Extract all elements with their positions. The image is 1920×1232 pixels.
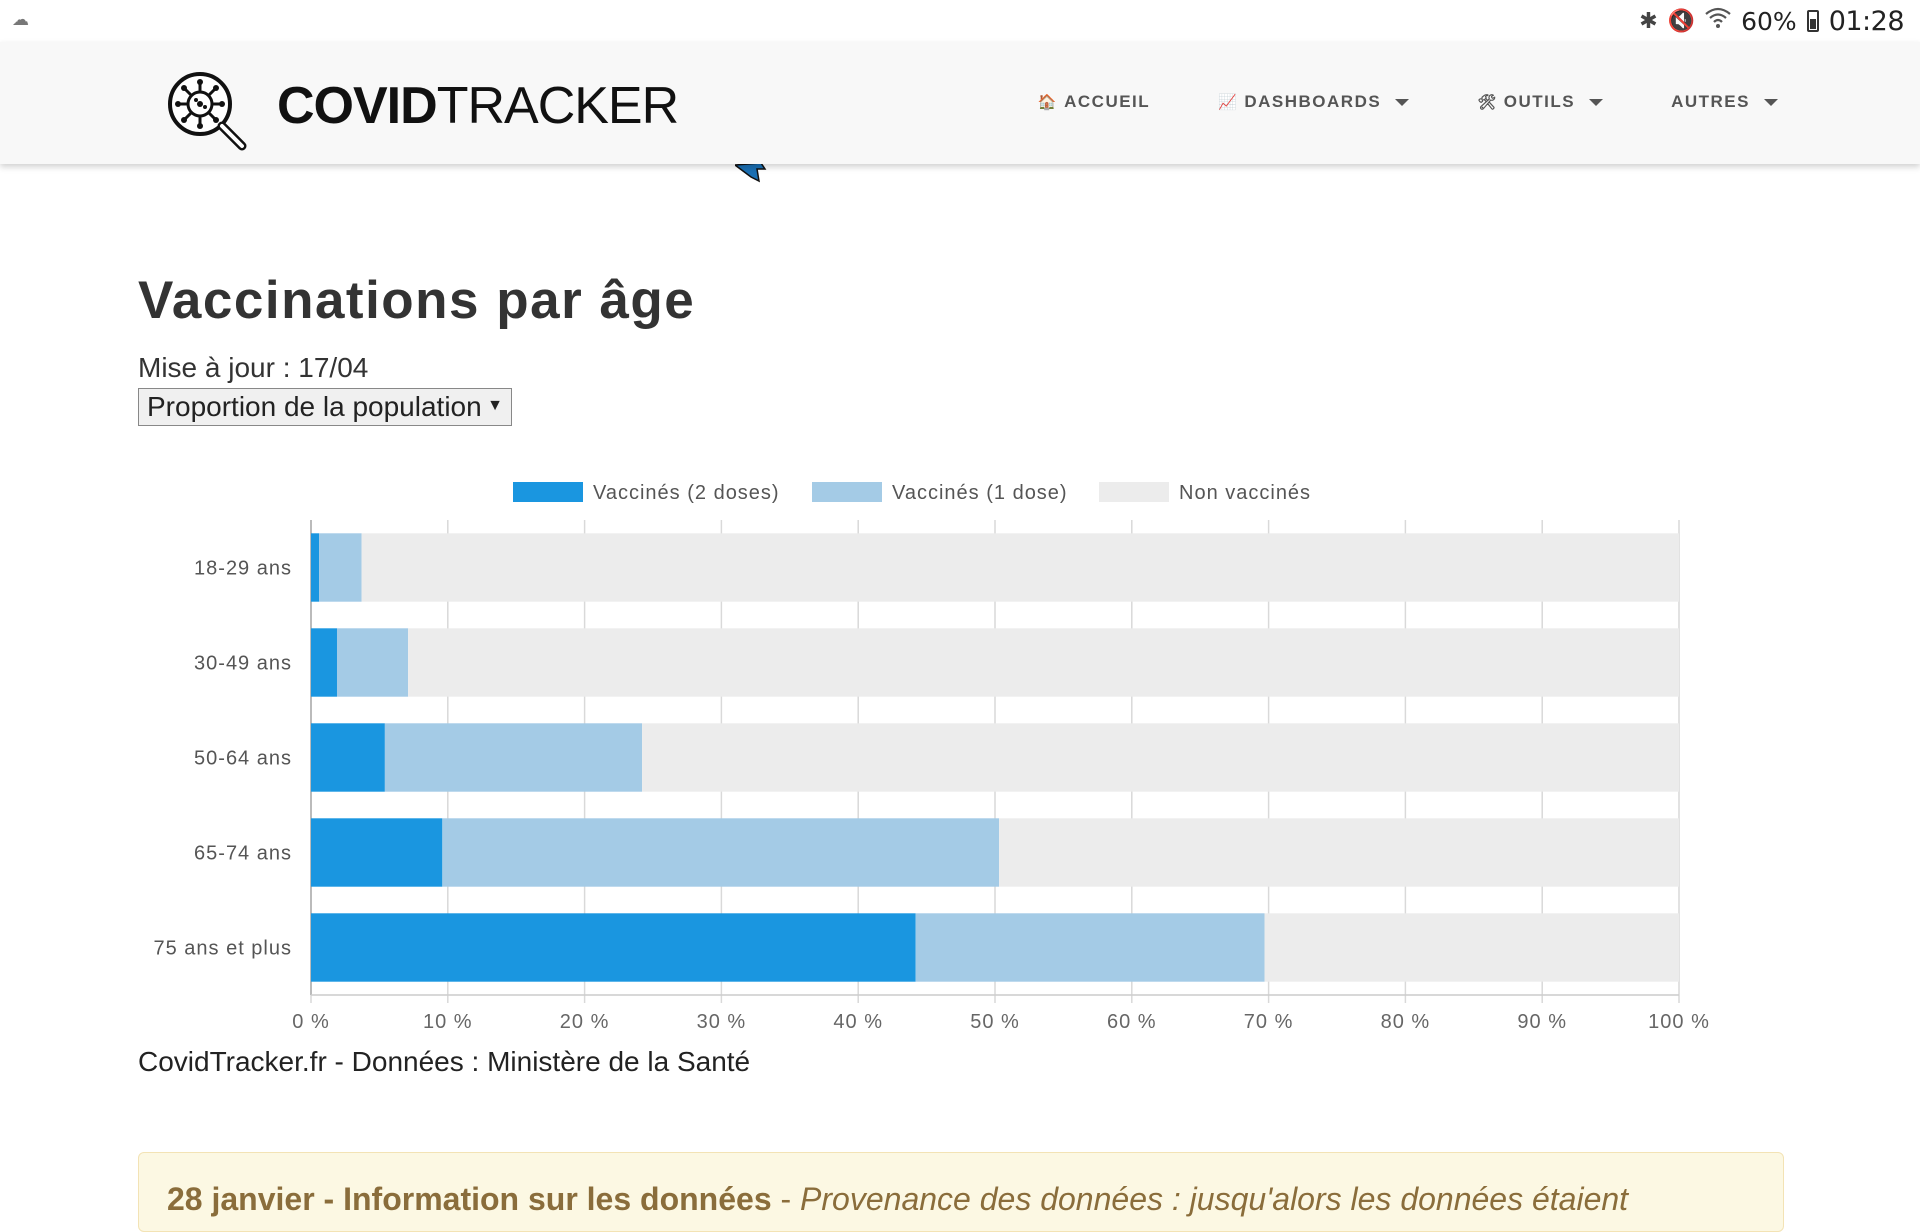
- x-tick-label: 40 %: [833, 1011, 883, 1033]
- x-tick-label: 60 %: [1107, 1011, 1157, 1033]
- nav-item-label: ACCUEIL: [1064, 92, 1151, 111]
- nav-item-label: DASHBOARDS: [1244, 92, 1382, 111]
- y-category-label: 75 ans et plus: [153, 938, 292, 960]
- bar-segment[interactable]: [1264, 913, 1679, 982]
- x-tick-label: 0 %: [292, 1011, 329, 1033]
- nav-item-label: OUTILS: [1503, 92, 1576, 111]
- legend-swatch[interactable]: [1099, 482, 1169, 502]
- battery-percent: 60%: [1741, 6, 1797, 36]
- legend-swatch[interactable]: [513, 482, 583, 502]
- bar-segment[interactable]: [408, 628, 1680, 697]
- x-tick-label: 10 %: [423, 1011, 473, 1033]
- y-category-label: 18-29 ans: [194, 558, 292, 580]
- status-icons: ✱ 🔇 60% 01:28: [1639, 5, 1905, 37]
- legend-label[interactable]: Vaccinés (2 doses): [593, 482, 780, 504]
- x-tick-label: 20 %: [560, 1011, 610, 1033]
- update-date: Mise à jour : 17/04: [138, 352, 369, 383]
- nav-item-accueil[interactable]: 🏠 ACCUEIL: [1004, 86, 1184, 118]
- bar-segment[interactable]: [384, 723, 643, 792]
- legend-label[interactable]: Vaccinés (1 dose): [892, 482, 1068, 504]
- x-tick-label: 70 %: [1244, 1011, 1294, 1033]
- bar-segment[interactable]: [311, 628, 337, 697]
- x-tick-label: 30 %: [697, 1011, 747, 1033]
- bar-segment[interactable]: [361, 533, 1680, 602]
- legend-label[interactable]: Non vaccinés: [1179, 482, 1311, 504]
- wifi-icon: [1705, 7, 1731, 35]
- chevron-down-icon: [1589, 98, 1604, 106]
- virus-magnifier-logo-icon[interactable]: [166, 70, 248, 152]
- page-title: Vaccinations par âge: [138, 271, 696, 330]
- y-category-label: 30-49 ans: [194, 653, 292, 675]
- mute-icon: 🔇: [1667, 8, 1696, 34]
- map-fragment: [732, 162, 769, 183]
- top-navbar: COVIDTRACKER 🏠 ACCUEIL 📈 DASHBOARDS 🛠 OU…: [0, 42, 1920, 164]
- bar-segment[interactable]: [915, 913, 1265, 982]
- select-value: Proportion de la population: [147, 391, 482, 422]
- chevron-down-icon: [1764, 98, 1778, 106]
- notice-date: 28 janvier: [167, 1181, 315, 1217]
- y-category-label: 50-64 ans: [194, 748, 292, 770]
- nav-menu: 🏠 ACCUEIL 📈 DASHBOARDS 🛠 OUTILS AUTRES: [1004, 86, 1812, 118]
- legend-swatch[interactable]: [812, 482, 882, 502]
- vaccination-age-chart: 0 % 10 % 20 % 30 % 40 % 50 % 60 % 70 % 80 % 90 % 1…: [153, 482, 1710, 1033]
- bar-segment[interactable]: [311, 533, 320, 602]
- battery-icon: [1806, 10, 1819, 32]
- nav-item-dashboards[interactable]: 📈 DASHBOARDS: [1184, 86, 1443, 118]
- notice-heading: Information sur les données: [343, 1181, 772, 1217]
- bar-segment[interactable]: [311, 818, 443, 887]
- chevron-down-icon: [1395, 98, 1410, 106]
- bar-segment[interactable]: [999, 818, 1679, 887]
- bar-segment[interactable]: [642, 723, 1679, 792]
- bar-segment[interactable]: [311, 723, 385, 792]
- chart-up-icon: 📈: [1218, 94, 1239, 111]
- bluetooth-icon: ✱: [1639, 8, 1658, 34]
- display-mode-select[interactable]: Proportion de la population ▼: [138, 388, 512, 426]
- brand-light: TRACKER: [436, 77, 679, 135]
- data-info-notice: 28 janvier - Information sur les données…: [138, 1152, 1784, 1232]
- notice-body: Provenance des données : jusqu'alors les…: [800, 1181, 1629, 1217]
- dropdown-arrow-icon: ▼: [487, 397, 503, 414]
- bar-segment[interactable]: [442, 818, 1000, 887]
- brand-name[interactable]: COVIDTRACKER: [277, 76, 679, 136]
- x-tick-label: 50 %: [970, 1011, 1020, 1033]
- sync-cloud-icon: ☁: [12, 10, 29, 30]
- x-tick-label: 100 %: [1648, 1011, 1710, 1033]
- nav-item-outils[interactable]: 🛠 OUTILS: [1443, 86, 1637, 118]
- clock: 01:28: [1828, 5, 1905, 37]
- chart-container: 0 % 10 % 20 % 30 % 40 % 50 % 60 % 70 % 80 % 90 % 1…: [153, 482, 1710, 1033]
- nav-item-autres[interactable]: AUTRES: [1637, 86, 1812, 118]
- nav-item-label: AUTRES: [1671, 92, 1750, 111]
- y-category-label: 65-74 ans: [194, 843, 292, 865]
- x-tick-label: 80 %: [1381, 1011, 1431, 1033]
- bar-segment[interactable]: [336, 628, 409, 697]
- brand-bold: COVID: [277, 77, 438, 135]
- chart-source: CovidTracker.fr - Données : Ministère de…: [138, 1046, 751, 1077]
- tools-icon: 🛠: [1477, 94, 1498, 111]
- x-tick-label: 90 %: [1517, 1011, 1567, 1033]
- home-icon: 🏠: [1037, 94, 1059, 111]
- bar-segment[interactable]: [311, 913, 916, 982]
- bar-segment[interactable]: [319, 533, 362, 602]
- status-bar: ☁ ✱ 🔇 60% 01:28: [0, 0, 1920, 42]
